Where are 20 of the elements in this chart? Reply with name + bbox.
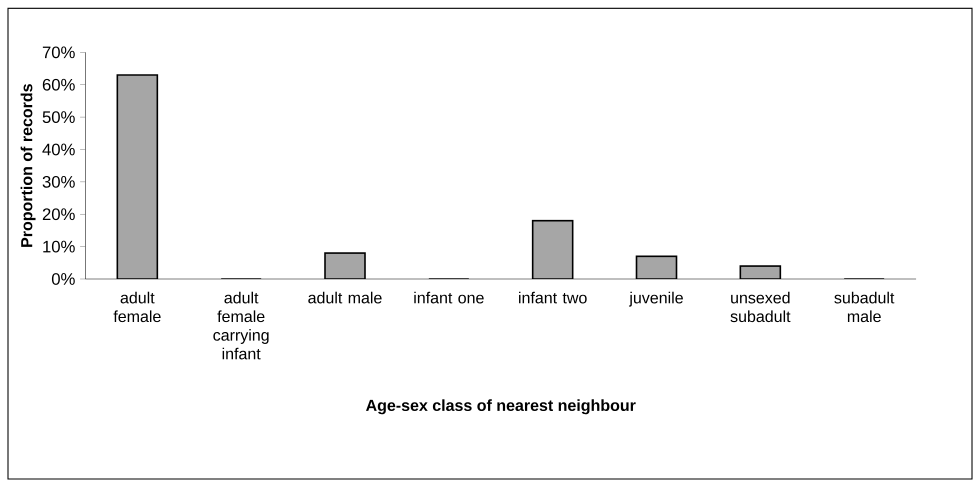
x-tick-label: adult female — [114, 292, 161, 322]
y-tick-label: 0% — [52, 273, 75, 285]
x-tick-label: juvenile — [628, 292, 683, 307]
x-tick-label: adult male — [308, 292, 382, 304]
x-tick-label: unsexed subadult — [730, 292, 790, 322]
x-tick-label: infant two — [519, 292, 587, 304]
y-tick-label: 50% — [42, 111, 75, 124]
y-tick-label: 20% — [42, 208, 75, 220]
y-tick-label: 10% — [43, 240, 75, 253]
x-axis-title: Age-sex class of nearest neighbour — [366, 399, 636, 414]
bar — [532, 220, 574, 279]
x-tick-label: adult female carrying infant — [213, 292, 269, 360]
x-tick-label: infant one — [414, 292, 484, 304]
y-tick-label: 30% — [42, 176, 75, 188]
bar — [116, 74, 158, 279]
y-tick-label: 70% — [42, 46, 75, 58]
y-axis-title: Proportion of records — [20, 84, 36, 247]
x-tick-label: subadult male — [834, 292, 894, 322]
y-tick-label: 60% — [42, 78, 75, 91]
y-tick-label: 40% — [42, 144, 75, 156]
